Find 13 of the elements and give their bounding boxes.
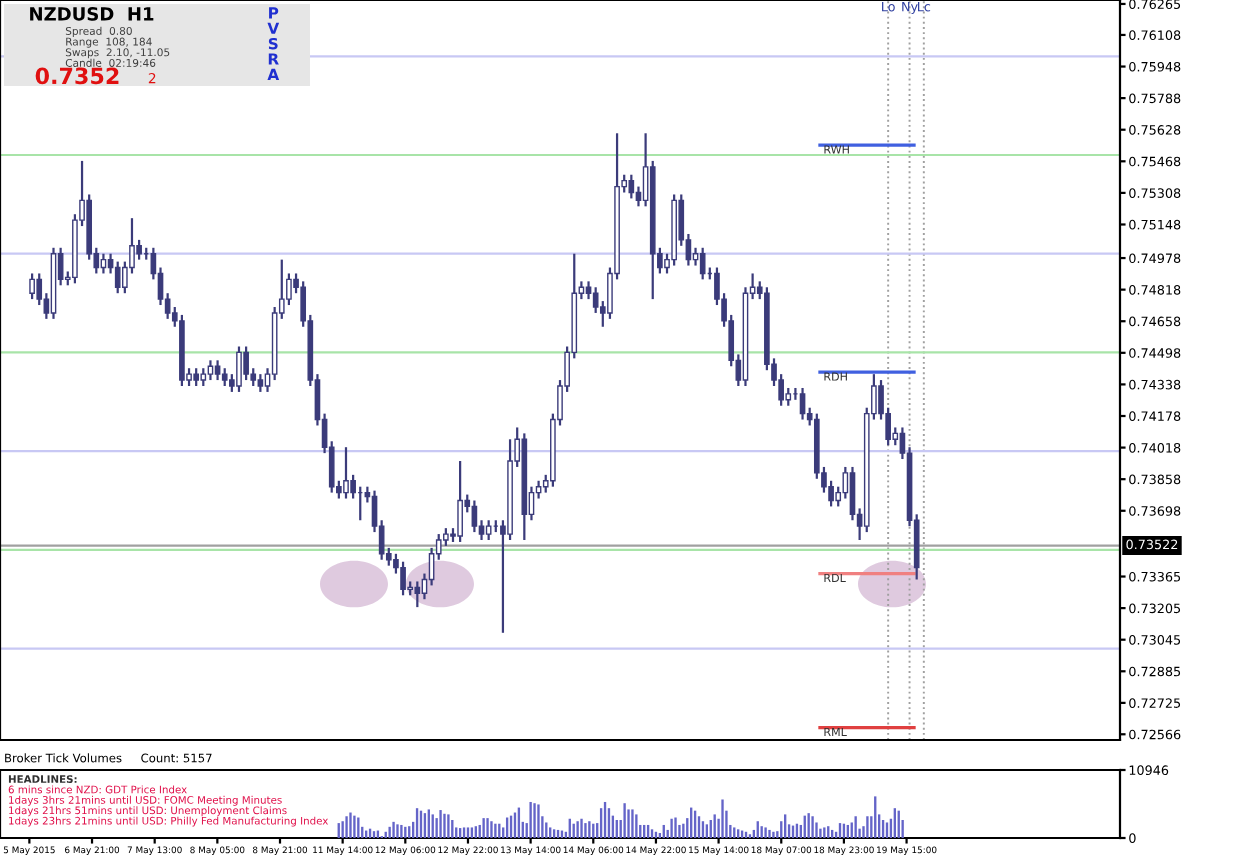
- candlestick: [485, 519, 492, 542]
- candlestick: [236, 345, 242, 394]
- candlestick: [699, 246, 706, 281]
- candlestick: [136, 238, 142, 261]
- candlestick: [414, 580, 421, 609]
- candlestick: [114, 260, 121, 295]
- annotation: 0.7352: [35, 67, 119, 85]
- candlestick: [400, 560, 406, 597]
- candlestick: [457, 459, 463, 544]
- candlestick: [243, 345, 249, 382]
- text: NZDUSD H1: [30, 7, 154, 21]
- candlestick: [29, 272, 35, 301]
- candlestick: [343, 446, 349, 500]
